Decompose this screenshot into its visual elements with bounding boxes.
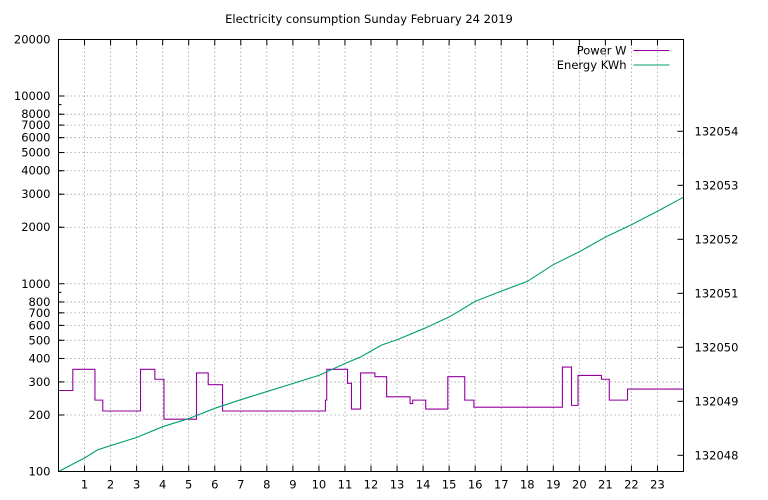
y1-tick-label: 400 <box>29 351 51 365</box>
y1-tick-label: 10000 <box>14 89 51 103</box>
x-tick-label: 15 <box>442 478 457 492</box>
y2-tick-label: 132051 <box>695 286 739 300</box>
series-line-0 <box>58 366 684 420</box>
y2-tick-label: 132053 <box>695 178 739 192</box>
x-tick-label: 17 <box>494 478 509 492</box>
y2-tick-label: 132050 <box>695 340 739 354</box>
x-tick-label: 8 <box>263 478 270 492</box>
y2-tick-label: 132052 <box>695 232 739 246</box>
y1-tick-label: 20000 <box>14 33 51 47</box>
y1-tick-label: 3000 <box>21 187 50 201</box>
x-axis: 1 2 3 4 5 6 7 8 9 10 11 12 13 14 15 16 17 18 19 20 21 22 23 <box>81 39 665 492</box>
x-tick-label: 12 <box>364 478 379 492</box>
y2-tick-label: 132048 <box>695 448 739 462</box>
x-tick-label: 13 <box>390 478 405 492</box>
y1-tick-label: 600 <box>29 318 51 332</box>
x-tick-label: 4 <box>159 478 166 492</box>
y1-tick-label: 5000 <box>21 146 50 160</box>
legend-label: Energy KWh <box>557 58 627 72</box>
y1-tick-label: 8000 <box>21 107 50 121</box>
x-tick-label: 6 <box>211 478 218 492</box>
x-tick-label: 22 <box>624 478 639 492</box>
x-tick-label: 1 <box>81 478 88 492</box>
grid-lines <box>58 39 684 472</box>
x-tick-label: 3 <box>133 478 140 492</box>
y1-tick-label: 2000 <box>21 220 50 234</box>
y1-tick-label: 6000 <box>21 131 50 145</box>
x-tick-label: 10 <box>312 478 327 492</box>
y-axis-right: 132048 132049 132050 132051 132052 132053 1320… <box>677 124 739 462</box>
legend-label: Power W <box>577 44 627 58</box>
x-tick-label: 21 <box>598 478 613 492</box>
plot-frame <box>58 39 684 472</box>
x-tick-label: 5 <box>185 478 192 492</box>
y1-tick-label: 1000 <box>21 277 50 291</box>
x-tick-label: 23 <box>650 478 665 492</box>
y1-tick-label: 500 <box>29 333 51 347</box>
x-tick-label: 18 <box>520 478 535 492</box>
y1-tick-label: 7000 <box>21 118 50 132</box>
y1-tick-label: 700 <box>29 306 51 320</box>
x-tick-label: 19 <box>546 478 561 492</box>
series-layer <box>58 196 684 472</box>
y1-tick-label: 800 <box>29 295 51 309</box>
x-tick-label: 9 <box>289 478 296 492</box>
x-tick-label: 20 <box>572 478 587 492</box>
y1-tick-label: 200 <box>29 408 51 422</box>
y1-tick-label: 4000 <box>21 164 50 178</box>
x-tick-label: 7 <box>237 478 244 492</box>
chart-title: Electricity consumption Sunday February … <box>225 12 513 26</box>
y1-tick-label: 300 <box>29 375 51 389</box>
series-line-1 <box>58 196 684 472</box>
y1-tick-label: 100 <box>29 465 51 479</box>
x-tick-label: 14 <box>416 478 431 492</box>
y2-tick-label: 132054 <box>695 124 739 138</box>
x-tick-label: 2 <box>107 478 114 492</box>
y2-tick-label: 132049 <box>695 394 739 408</box>
x-tick-label: 16 <box>468 478 483 492</box>
x-tick-label: 11 <box>338 478 353 492</box>
